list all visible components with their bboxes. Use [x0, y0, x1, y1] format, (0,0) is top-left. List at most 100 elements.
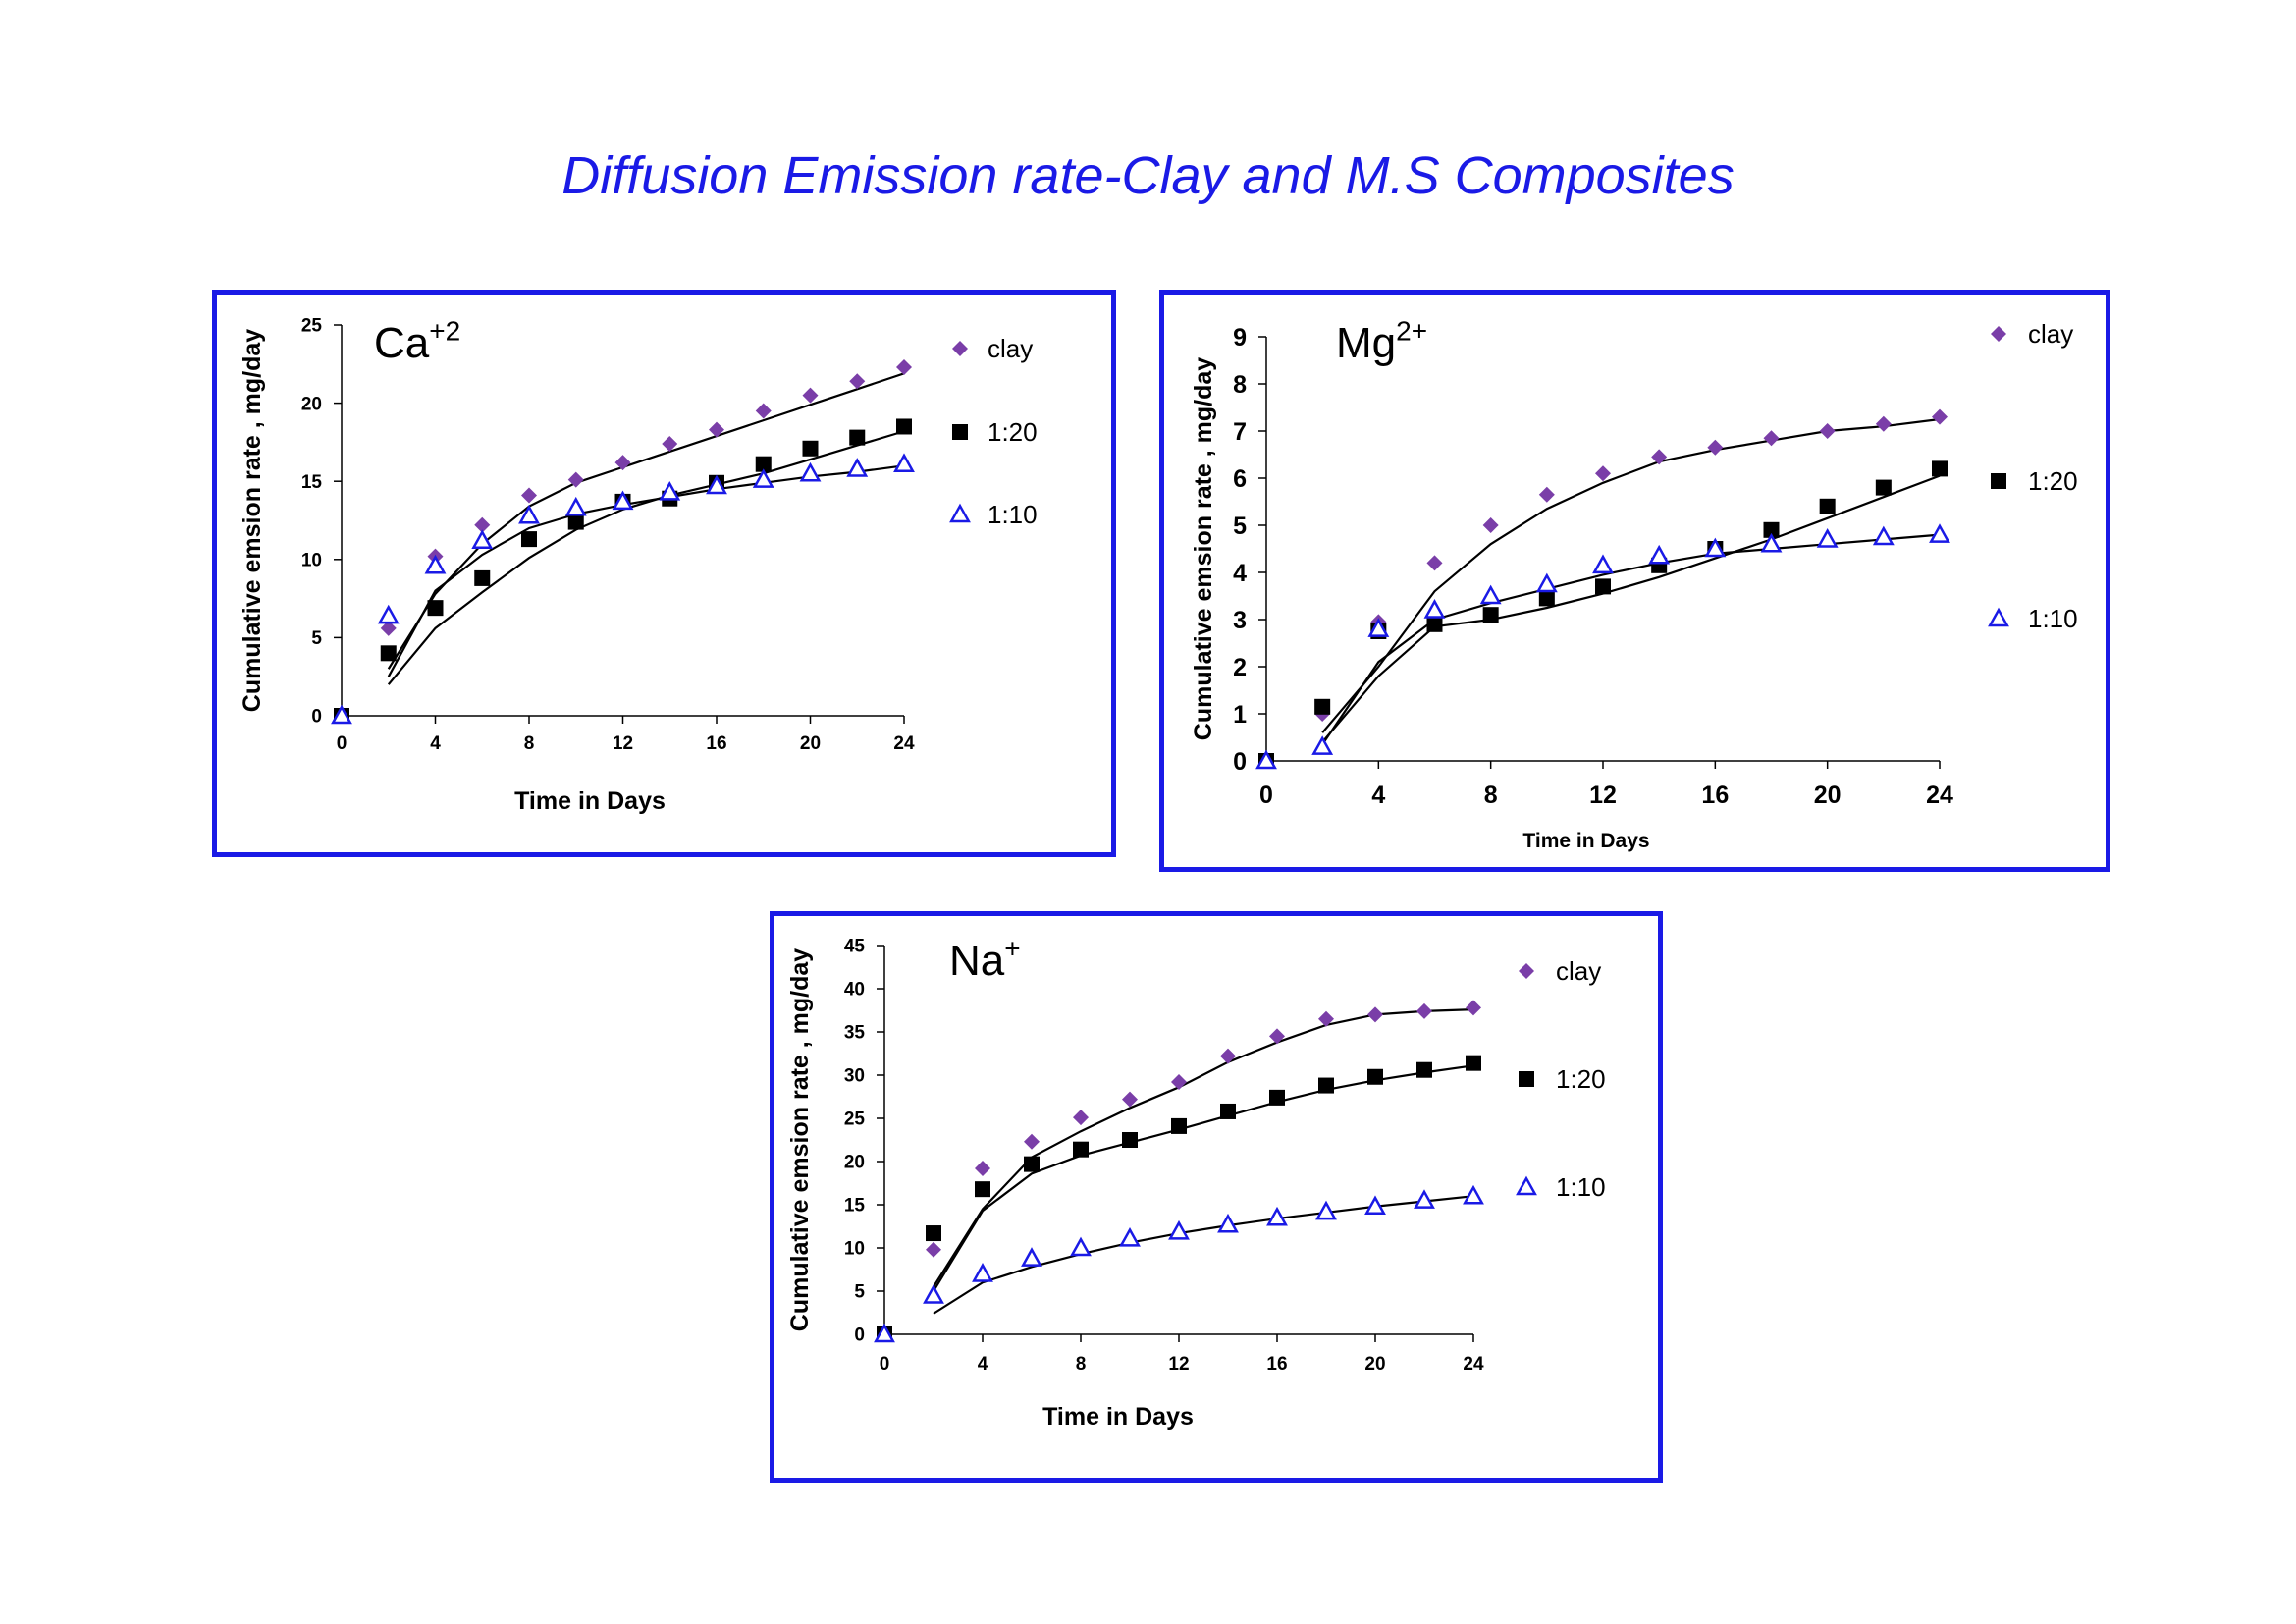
x-tick-label: 4 — [1371, 782, 1385, 809]
data-point-r1_20 — [1073, 1141, 1089, 1158]
y-tick-label: 5 — [854, 1282, 865, 1303]
data-point-r1_20 — [1932, 460, 1948, 477]
ion-label: Ca+2 — [374, 315, 460, 367]
data-point-clay — [1819, 423, 1836, 439]
y-axis-title: Cumulative emsion rate , mg/day — [1190, 357, 1217, 740]
x-tick-label: 4 — [978, 1354, 988, 1375]
y-tick-label: 3 — [1233, 607, 1247, 634]
data-point-clay — [1073, 1110, 1089, 1126]
data-point-r1_10 — [1760, 532, 1783, 553]
fit-line — [1321, 474, 1941, 743]
y-tick-label: 15 — [301, 472, 323, 493]
legend-label-r1_10: 1:10 — [1556, 1172, 1606, 1202]
data-point-r1_10 — [1364, 1195, 1386, 1216]
data-point-clay — [926, 1241, 941, 1258]
data-point-r1_20 — [896, 418, 912, 435]
chart-panel-ca: 0 4 8 12 16 20 24 0 5 10 15 20 25 Time in Days Cumulat… — [212, 290, 1116, 857]
y-tick-label: 2 — [1233, 654, 1247, 681]
legend-label-r1_10: 1:10 — [2028, 604, 2078, 633]
legend-label-r1_10: 1:10 — [988, 500, 1038, 529]
data-point-r1_20 — [1318, 1077, 1334, 1094]
data-point-clay — [1171, 1074, 1187, 1091]
y-axis-title: Cumulative emsion rate , mg/day — [786, 948, 814, 1331]
data-point-r1_10 — [1414, 1189, 1435, 1209]
x-axis-title: Time in Days — [1042, 1403, 1194, 1431]
data-point-clay — [849, 373, 866, 390]
data-point-clay — [709, 421, 724, 438]
data-point-r1_20 — [1416, 1061, 1432, 1078]
data-point-r1_10 — [1535, 572, 1558, 593]
data-point-r1_10 — [1816, 528, 1839, 548]
data-point-clay — [1763, 430, 1780, 447]
data-point-r1_10 — [1929, 523, 1950, 543]
legend-label-clay: clay — [1556, 956, 1601, 986]
data-point-r1_10 — [846, 458, 869, 477]
data-point-r1_10 — [972, 1263, 993, 1282]
y-tick-label: 30 — [844, 1066, 865, 1087]
y-axis-title: Cumulative emsion rate , mg/day — [239, 329, 266, 712]
fit-line — [933, 1064, 1474, 1292]
legend-label-r1_20: 1:20 — [2028, 466, 2078, 496]
x-tick-label: 16 — [1701, 782, 1729, 809]
legend-marker-r1_10 — [1516, 1175, 1537, 1196]
data-point-clay — [1122, 1091, 1138, 1108]
data-point-clay — [1932, 408, 1948, 425]
legend-label-clay: clay — [988, 334, 1033, 363]
data-point-r1_20 — [1220, 1103, 1236, 1119]
data-point-clay — [662, 435, 678, 452]
data-point-r1_20 — [567, 514, 584, 530]
data-point-clay — [567, 471, 584, 488]
y-tick-label: 5 — [311, 628, 322, 649]
data-point-r1_20 — [1763, 521, 1780, 538]
data-point-r1_10 — [1872, 525, 1895, 546]
data-point-clay — [802, 387, 819, 404]
y-tick-label: 15 — [844, 1196, 866, 1217]
fit-line — [933, 1008, 1474, 1288]
data-point-clay — [1875, 415, 1892, 432]
data-point-r1_20 — [1024, 1156, 1040, 1172]
data-point-r1_10 — [1704, 537, 1727, 558]
data-point-r1_10 — [1367, 618, 1390, 637]
y-tick-label: 45 — [844, 937, 866, 957]
legend-marker-r1_20 — [1991, 473, 2006, 489]
y-tick-label: 5 — [1233, 513, 1247, 540]
data-point-r1_20 — [926, 1225, 941, 1242]
data-point-clay — [1651, 449, 1668, 465]
x-tick-label: 12 — [1168, 1354, 1189, 1375]
x-tick-label: 20 — [800, 733, 821, 754]
data-point-r1_10 — [874, 1323, 895, 1343]
data-point-r1_10 — [331, 704, 352, 725]
data-point-r1_10 — [1648, 544, 1671, 565]
data-point-r1_10 — [1119, 1226, 1141, 1247]
y-tick-label: 0 — [854, 1326, 865, 1346]
data-point-r1_10 — [1070, 1236, 1092, 1257]
x-tick-label: 0 — [337, 733, 347, 754]
legend-marker-clay — [1519, 963, 1534, 979]
data-point-r1_20 — [802, 440, 819, 457]
data-point-r1_20 — [1595, 578, 1611, 595]
data-point-r1_10 — [1315, 1200, 1337, 1220]
y-tick-label: 20 — [301, 394, 322, 414]
data-point-clay — [1318, 1010, 1334, 1027]
data-point-r1_10 — [752, 468, 774, 488]
x-tick-label: 24 — [1926, 782, 1953, 809]
chart-panel-na: 0 4 8 12 16 20 24 0 5 10 15 20 25 30 35 40 45 Time in Day… — [770, 911, 1663, 1483]
data-point-r1_20 — [849, 429, 866, 446]
x-tick-label: 0 — [880, 1354, 890, 1375]
chart-panel-mg: 0 4 8 12 16 20 24 0 1 2 3 4 5 6 7 8 9 Time in Days Cumulat… — [1159, 290, 2110, 872]
x-tick-label: 12 — [1589, 782, 1617, 809]
chart-svg-ca: 0 4 8 12 16 20 24 0 5 10 15 20 25 Time in Days Cumulat… — [239, 315, 1038, 815]
data-point-r1_20 — [1482, 607, 1499, 623]
x-tick-label: 0 — [1259, 782, 1273, 809]
y-tick-label: 9 — [1233, 324, 1247, 352]
y-tick-label: 0 — [1233, 748, 1247, 776]
x-tick-label: 8 — [1484, 782, 1498, 809]
data-point-clay — [1024, 1133, 1040, 1150]
y-tick-label: 10 — [844, 1239, 865, 1260]
fit-line — [1321, 533, 1941, 745]
data-point-clay — [614, 455, 631, 471]
x-tick-label: 24 — [893, 733, 915, 754]
data-point-r1_10 — [706, 474, 727, 495]
data-point-r1_20 — [521, 531, 537, 548]
